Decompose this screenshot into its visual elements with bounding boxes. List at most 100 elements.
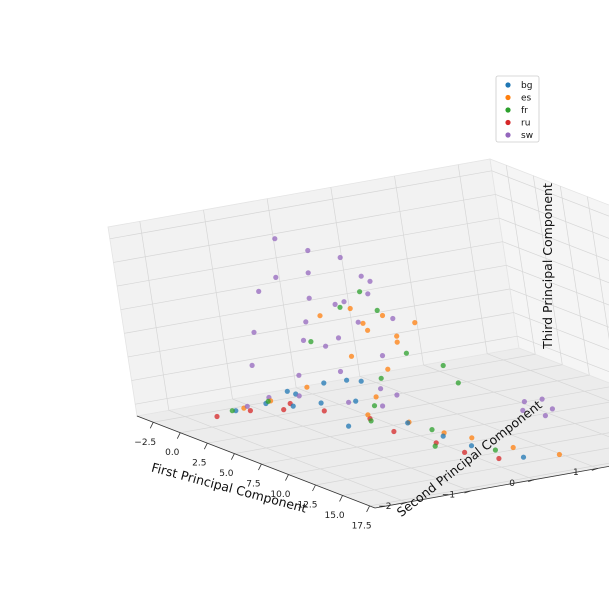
data-point-fr [357,289,363,295]
y-grid-line [330,187,361,377]
data-point-sw [521,399,528,405]
x-tick-mark [285,474,289,481]
z-grid-line [113,194,496,263]
z-grid-line [120,241,503,311]
z-grid-line [124,264,507,334]
y-grid-line [394,175,424,366]
x-tick-mark [339,495,343,502]
data-point-es [317,313,323,319]
data-point-fr [432,443,438,449]
z-grid-line [513,312,609,350]
data-point-sw [337,368,344,375]
data-point-es [510,444,516,451]
x-tick-label: 10.0 [270,490,290,500]
data-point-sw [305,270,311,276]
data-point-es [365,327,371,333]
data-point-ru [391,428,397,435]
y-grid-line [232,398,471,492]
data-point-bg [346,423,352,429]
z-grid-line [127,288,510,358]
y-grid-line [203,209,233,400]
data-point-es [348,353,355,359]
data-point-ru [247,408,253,414]
data-point-bg [405,420,411,426]
y-grid-line [139,221,170,411]
x-grid-line [153,353,536,423]
x-tick-mark [366,505,370,513]
data-point-fr [455,380,461,386]
data-point-fr [371,403,378,409]
tick-labels: −2.50.02.55.07.510.012.515.017.5−2−10123… [134,422,598,531]
x-tick-mark [176,432,181,439]
x-grid-line [207,374,590,444]
z-grid-line [509,288,609,328]
legend-label-es: es [521,94,532,104]
data-point-es [412,320,418,326]
data-point-es [373,394,379,400]
data-point-sw [306,295,312,301]
data-point-es [469,435,475,441]
data-point-bg [358,378,364,384]
data-point-bg [321,380,327,386]
x-tick-label: 2.5 [192,459,206,469]
data-point-sw [323,343,329,349]
x-grid-line [315,432,609,486]
y-grid-line [423,364,609,438]
data-point-sw [542,413,549,419]
data-point-sw [346,399,352,405]
y-grid-line [168,410,407,503]
axis-lines [136,415,609,509]
legend-marker-ru [505,119,511,126]
data-point-bg [344,377,350,383]
data-point-fr [337,304,343,310]
legend-label-ru: ru [521,119,530,129]
z-grid-line [135,335,518,405]
data-point-sw [520,407,526,413]
x-grid-line [180,364,563,434]
data-point-ru [214,413,220,420]
data-point-fr [429,427,435,433]
data-point-fr [368,418,374,424]
x-grid-line [587,196,609,340]
data-point-fr [492,447,498,453]
data-point-sw [305,247,311,254]
z-axis-label: Third Principal Component [540,183,555,350]
data-point-es [360,320,366,326]
data-point-ru [281,407,287,413]
z-grid-line [498,217,609,261]
data-point-sw [380,403,386,409]
data-point-es [365,412,371,418]
legend-label-sw: sw [521,131,533,141]
data-points [214,236,563,462]
data-point-sw [296,372,302,378]
x-tick-mark [258,463,262,471]
data-point-bg [440,433,446,439]
data-point-ru [462,449,468,455]
x-grid-line [234,386,609,454]
data-point-sw [273,274,279,280]
z-grid-line [131,312,514,381]
y-grid-line [487,353,609,402]
data-point-sw [390,315,396,322]
y-tick-label: 0 [509,479,515,489]
data-point-bg [353,398,359,404]
data-point-sw [249,362,255,368]
data-point-ru [496,455,502,462]
x-grid-line [369,462,609,507]
data-point-bg [318,400,324,406]
y-tick-mark [400,501,407,505]
y-tick-label: 1 [573,468,579,478]
legend-marker-fr [505,107,511,113]
x-grid-line [288,417,609,475]
z-grid-line [506,264,609,306]
legend-box [495,75,540,143]
data-point-es [347,305,353,312]
data-point-sw [332,301,338,307]
data-point-sw [367,278,373,284]
data-point-bg [284,388,290,394]
x-tick-label: 5.0 [219,469,234,479]
x-tick-label: −2.5 [134,438,156,448]
back-pane [489,158,609,384]
z-grid-line [109,170,492,240]
data-point-es [394,333,400,339]
